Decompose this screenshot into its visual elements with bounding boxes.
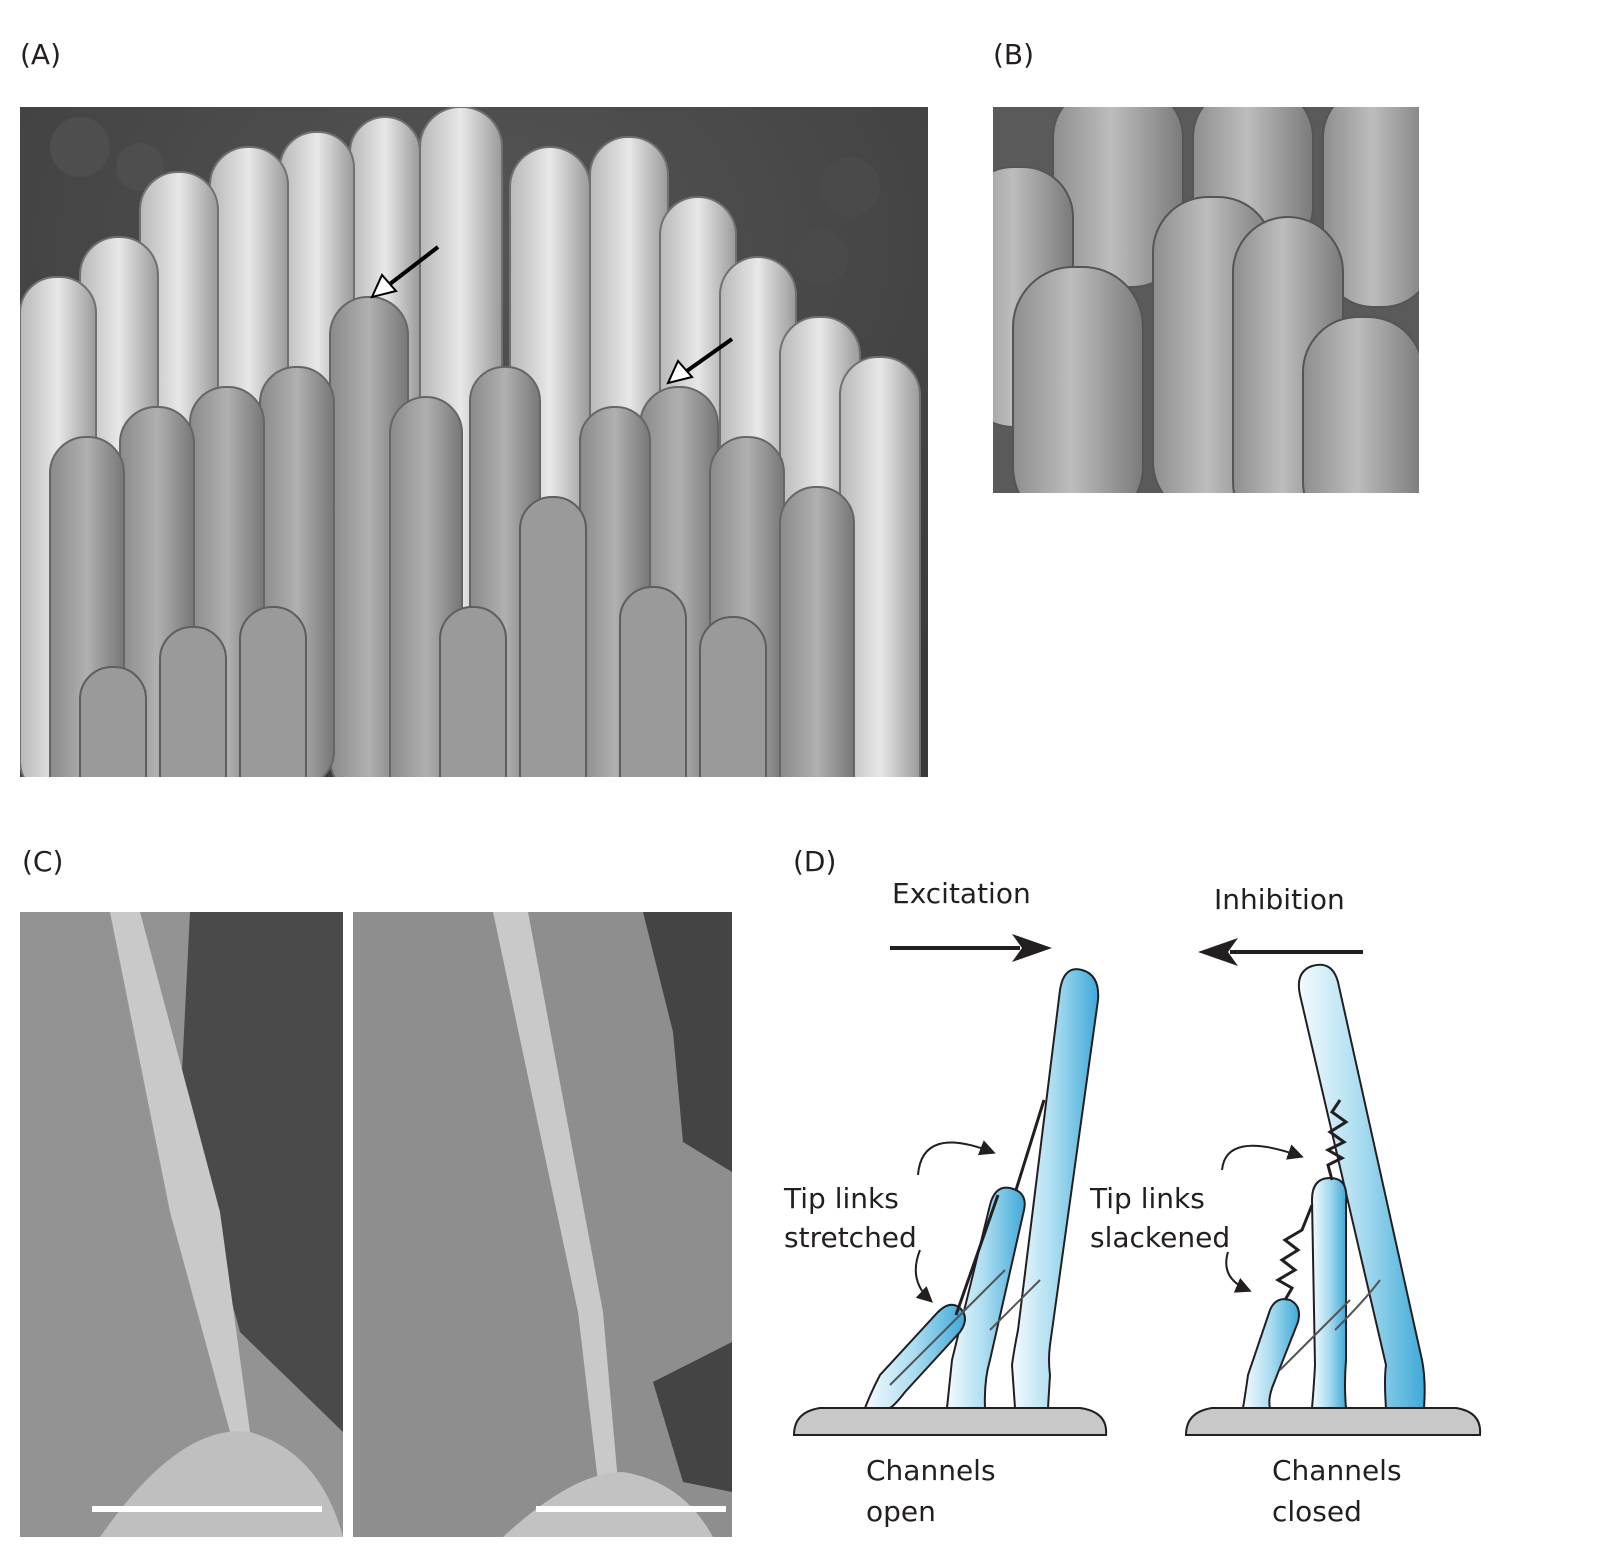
micrograph-hair-bundle <box>20 107 928 777</box>
label-excitation: Excitation <box>892 877 1031 910</box>
scale-bar-left <box>92 1506 322 1512</box>
label-inhibition: Inhibition <box>1214 883 1345 916</box>
label-tip-links-slackened-2: slackened <box>1090 1221 1230 1254</box>
panel-label-b: (B) <box>993 38 1035 71</box>
cell-surface-left <box>792 1407 1108 1436</box>
label-tip-links-slackened-1: Tip links <box>1089 1182 1205 1215</box>
label-channels-closed-1: Channels <box>1272 1454 1402 1487</box>
micrograph-tip-link-right <box>353 912 732 1537</box>
arrow-1 <box>384 245 440 289</box>
label-tip-links-stretched-2: stretched <box>784 1221 917 1254</box>
label-channels-open-2: open <box>866 1495 936 1528</box>
scale-bar-right <box>536 1506 726 1512</box>
panel-label-a: (A) <box>20 38 62 71</box>
tip-link-schematic: Excitation Inhibition Tip links stretche… <box>780 860 1500 1550</box>
cell-surface-right <box>1184 1407 1482 1436</box>
micrograph-tip-link-left <box>20 912 343 1537</box>
panel-label-d: (D) <box>793 845 837 878</box>
micrograph-closeup <box>993 107 1419 493</box>
label-channels-closed-2: closed <box>1272 1495 1362 1528</box>
label-channels-open-1: Channels <box>866 1454 996 1487</box>
label-tip-links-stretched-1: Tip links <box>783 1182 899 1215</box>
panel-label-c: (C) <box>22 845 64 878</box>
